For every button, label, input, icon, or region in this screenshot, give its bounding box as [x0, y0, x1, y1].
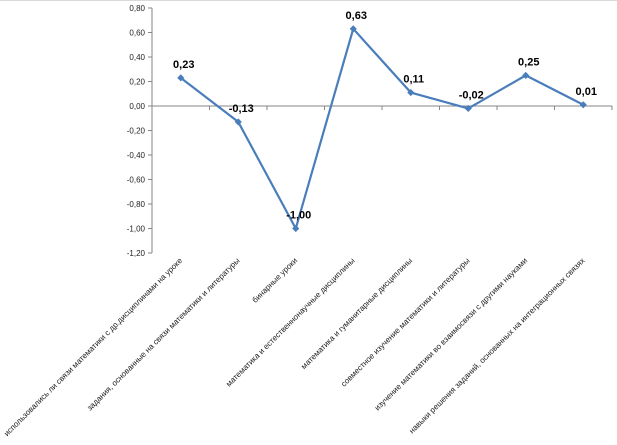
data-label: -0,13 [229, 103, 254, 115]
y-tick-label: 0,80 [129, 4, 145, 13]
y-tick-label: 0,20 [129, 78, 145, 87]
data-label: 0,63 [346, 10, 367, 22]
data-point [407, 88, 415, 97]
y-tick-label: -1,00 [127, 225, 146, 234]
data-point [349, 25, 357, 33]
data-label: 0,01 [576, 86, 597, 98]
y-tick-label: -0,20 [127, 127, 146, 136]
y-tick-label: 0,60 [129, 29, 145, 38]
x-tick-label: математика и гуманитарные дисциплины [299, 256, 414, 371]
y-tick-label: 0,00 [129, 102, 145, 111]
y-tick-label: -0,80 [127, 200, 146, 209]
x-tick-label: бинарные уроки [250, 256, 299, 305]
data-label: 0,11 [403, 74, 424, 86]
data-point [579, 101, 587, 109]
data-point [522, 71, 530, 79]
y-tick-label: -1,20 [127, 249, 146, 258]
data-point [292, 224, 300, 233]
series-line [180, 27, 584, 230]
x-tick-label: математика и естественнонаучные дисципли… [224, 256, 357, 389]
y-tick-label: -0,40 [127, 151, 146, 160]
y-tick-label: 0,40 [129, 53, 145, 62]
data-label: 0,23 [173, 59, 194, 71]
data-point [234, 118, 242, 126]
data-label: -0,02 [459, 89, 484, 101]
data-point [177, 74, 185, 82]
data-label: -1,00 [286, 210, 311, 222]
data-label: 0,25 [518, 56, 539, 68]
x-tick-label: совместное изучение математики и литерат… [339, 256, 472, 389]
data-point [464, 104, 472, 113]
y-tick-label: -0,60 [127, 176, 146, 185]
